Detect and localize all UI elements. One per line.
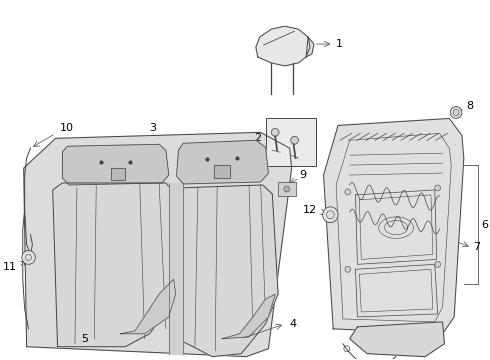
Text: 10: 10 xyxy=(60,123,74,134)
Polygon shape xyxy=(323,118,464,334)
Polygon shape xyxy=(121,279,175,334)
Text: 12: 12 xyxy=(303,205,317,215)
Text: 2: 2 xyxy=(254,133,262,143)
Circle shape xyxy=(435,261,441,267)
Polygon shape xyxy=(306,37,314,57)
Polygon shape xyxy=(222,294,275,339)
Text: 9: 9 xyxy=(299,170,307,180)
Circle shape xyxy=(291,136,298,144)
Polygon shape xyxy=(53,183,178,347)
Polygon shape xyxy=(256,26,310,66)
Polygon shape xyxy=(62,144,169,185)
Polygon shape xyxy=(214,165,230,178)
Circle shape xyxy=(345,189,351,195)
Circle shape xyxy=(22,251,35,264)
Polygon shape xyxy=(111,168,125,180)
Text: 1: 1 xyxy=(336,39,343,49)
Polygon shape xyxy=(176,140,269,184)
Polygon shape xyxy=(350,322,444,357)
Circle shape xyxy=(284,186,290,192)
Text: 8: 8 xyxy=(466,100,474,111)
Circle shape xyxy=(322,207,338,223)
Bar xyxy=(278,182,295,196)
Text: 5: 5 xyxy=(81,334,88,344)
Circle shape xyxy=(450,107,462,118)
Polygon shape xyxy=(169,183,183,354)
Text: 6: 6 xyxy=(481,220,488,230)
Text: 3: 3 xyxy=(149,123,156,134)
Circle shape xyxy=(435,185,441,191)
Circle shape xyxy=(271,129,279,136)
Circle shape xyxy=(345,266,351,272)
Bar xyxy=(266,118,316,166)
Text: 4: 4 xyxy=(290,319,297,329)
Text: 11: 11 xyxy=(3,262,17,272)
Polygon shape xyxy=(24,132,292,357)
Text: 7: 7 xyxy=(473,243,481,252)
Polygon shape xyxy=(178,185,278,357)
